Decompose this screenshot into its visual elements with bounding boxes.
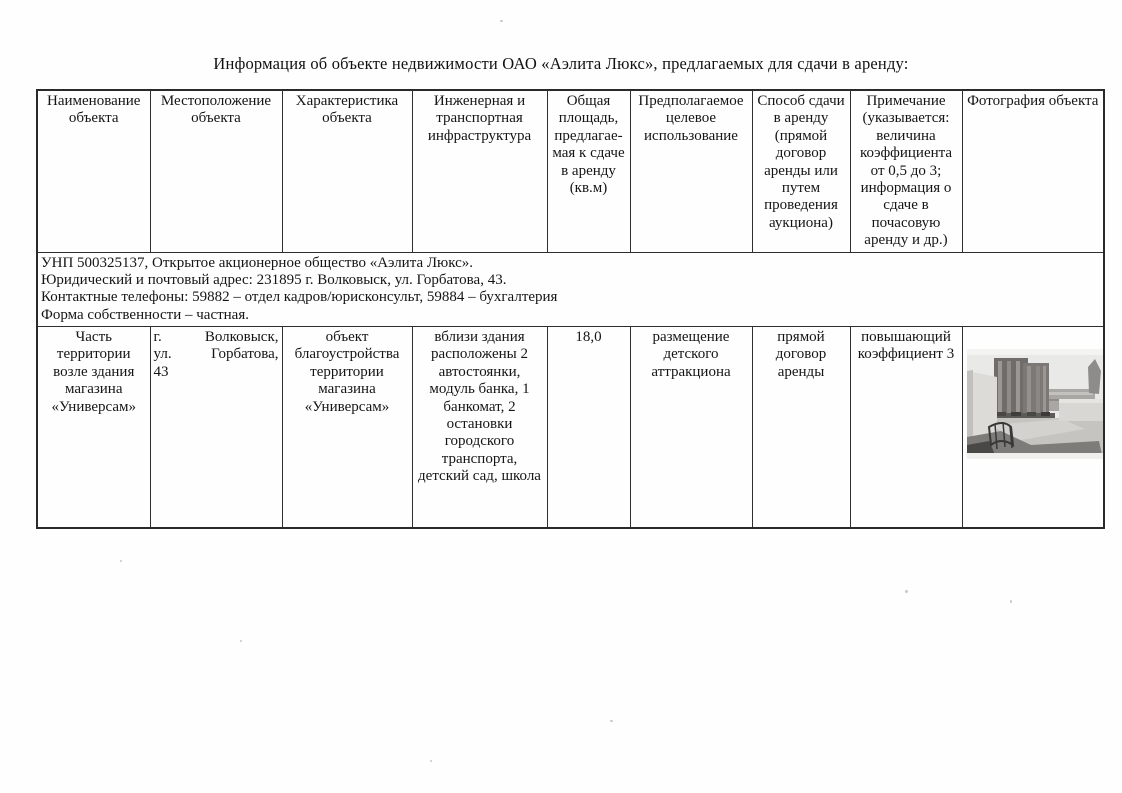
- cell-photo: [961, 326, 1105, 529]
- header-lease-method: Способ сдачи в аренду (прямой договор ар…: [751, 89, 851, 253]
- document-title: Информация об объекте недвижимости ОАО «…: [213, 54, 909, 73]
- header-row: Наименование объекта Местоположение объе…: [36, 89, 1105, 253]
- cell-area: 18,0: [546, 326, 631, 529]
- header-photo: Фотография объекта: [961, 89, 1105, 253]
- scan-speck: [500, 20, 503, 22]
- object-photo: [966, 349, 1103, 460]
- cell-object-name: Часть территории возле здания магазина «…: [36, 326, 151, 529]
- scan-speck: [610, 720, 613, 722]
- cell-infrastructure: вблизи здания расположены 2 автостоянки,…: [411, 326, 548, 529]
- company-info-row: УНП 500325137, Открытое акционерное обще…: [36, 251, 1105, 328]
- company-unp-line: УНП 500325137, Открытое акционерное обще…: [41, 254, 474, 271]
- scan-speck: [905, 590, 908, 593]
- scan-speck: [120, 560, 122, 562]
- scan-speck: [430, 760, 432, 762]
- header-object-name: Наименование объекта: [36, 89, 151, 253]
- location-line-2: ул. Горбатова,: [153, 346, 279, 363]
- company-address-line: Юридический и почтовый адрес: 231895 г. …: [41, 271, 507, 288]
- scan-speck: [240, 640, 242, 642]
- location-line-3: 43: [153, 363, 169, 380]
- header-area: Общая площадь, предлагае­мая к сдаче в а…: [546, 89, 631, 253]
- header-infrastructure: Инженерная и транспортная инфраструктура: [411, 89, 548, 253]
- header-location: Местоположение объекта: [149, 89, 283, 253]
- company-info-cell: УНП 500325137, Открытое акционерное обще…: [36, 251, 1105, 328]
- header-characteristic: Характеристика объекта: [281, 89, 413, 253]
- cell-lease-method: прямой договор аренды: [751, 326, 851, 529]
- property-info-table: Наименование объекта Местоположение объе…: [36, 89, 1105, 530]
- scan-speck: [1010, 600, 1012, 603]
- cell-note: повышающий коэффициент 3: [849, 326, 963, 529]
- property-row: Часть территории возле здания магазина «…: [36, 326, 1105, 529]
- header-note: Примечание (указывается: величина коэффи…: [849, 89, 963, 253]
- header-intended-use: Предполагаемое целевое использование: [629, 89, 753, 253]
- cell-intended-use: размещение детского аттракциона: [629, 326, 753, 529]
- company-phones-line: Контактные телефоны: 59882 – отдел кадро…: [41, 289, 558, 306]
- company-ownership-line: Форма собственности – частная.: [41, 306, 249, 323]
- cell-characteristic: объект благоустройства территории магази…: [281, 326, 413, 529]
- location-line-1: г. Волковыск,: [153, 329, 279, 346]
- cell-location: г. Волковыск, ул. Горбатова, 43: [149, 326, 283, 529]
